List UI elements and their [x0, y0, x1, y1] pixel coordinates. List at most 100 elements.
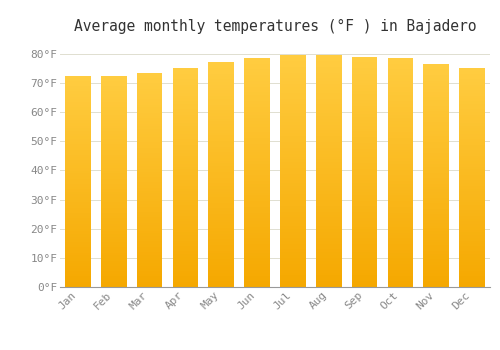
Bar — [208, 141, 234, 144]
Bar — [352, 238, 378, 241]
Bar — [172, 79, 199, 82]
Bar — [424, 142, 449, 145]
Bar — [136, 153, 162, 156]
Bar — [65, 255, 91, 258]
Bar — [459, 219, 485, 222]
Bar — [459, 257, 485, 260]
Bar — [101, 226, 126, 229]
Bar — [388, 275, 413, 278]
Bar — [424, 94, 449, 97]
Bar — [424, 251, 449, 253]
Bar — [172, 210, 199, 213]
Bar — [316, 125, 342, 128]
Bar — [65, 242, 91, 245]
Bar — [136, 161, 162, 164]
Bar — [208, 251, 234, 253]
Bar — [424, 100, 449, 103]
Bar — [280, 244, 306, 246]
Bar — [101, 123, 126, 126]
Bar — [280, 110, 306, 113]
Bar — [244, 244, 270, 247]
Bar — [101, 83, 126, 86]
Bar — [136, 244, 162, 247]
Bar — [316, 168, 342, 171]
Bar — [244, 141, 270, 144]
Bar — [65, 279, 91, 282]
Bar — [208, 169, 234, 172]
Bar — [244, 278, 270, 281]
Bar — [172, 235, 199, 238]
Bar — [316, 267, 342, 270]
Bar — [136, 148, 162, 150]
Bar — [316, 67, 342, 70]
Bar — [388, 150, 413, 153]
Bar — [424, 66, 449, 69]
Bar — [244, 135, 270, 138]
Bar — [101, 255, 126, 258]
Bar — [388, 90, 413, 92]
Bar — [280, 136, 306, 139]
Bar — [424, 187, 449, 189]
Bar — [280, 87, 306, 90]
Bar — [459, 68, 485, 71]
Bar — [388, 221, 413, 224]
Bar — [244, 175, 270, 178]
Bar — [172, 194, 199, 197]
Bar — [101, 78, 126, 81]
Bar — [388, 118, 413, 121]
Bar — [65, 260, 91, 263]
Bar — [208, 99, 234, 102]
Bar — [352, 126, 378, 128]
Bar — [316, 244, 342, 246]
Bar — [352, 166, 378, 169]
Bar — [208, 91, 234, 93]
Bar — [459, 186, 485, 189]
Bar — [172, 208, 199, 210]
Bar — [65, 160, 91, 163]
Bar — [244, 58, 270, 61]
Bar — [424, 240, 449, 242]
Bar — [172, 240, 199, 243]
Bar — [244, 204, 270, 207]
Bar — [101, 139, 126, 142]
Bar — [208, 82, 234, 85]
Bar — [244, 161, 270, 164]
Bar — [459, 101, 485, 104]
Bar — [316, 102, 342, 104]
Bar — [388, 58, 413, 61]
Bar — [65, 107, 91, 110]
Bar — [208, 189, 234, 191]
Bar — [280, 249, 306, 252]
Bar — [316, 223, 342, 226]
Bar — [424, 242, 449, 245]
Bar — [388, 107, 413, 110]
Bar — [352, 261, 378, 264]
Bar — [316, 174, 342, 177]
Bar — [352, 137, 378, 140]
Bar — [101, 213, 126, 216]
Bar — [101, 178, 126, 181]
Bar — [136, 164, 162, 166]
Bar — [172, 93, 199, 96]
Bar — [352, 181, 378, 183]
Bar — [459, 284, 485, 287]
Bar — [244, 110, 270, 112]
Bar — [101, 134, 126, 136]
Bar — [172, 106, 199, 109]
Bar — [136, 188, 162, 190]
Bar — [352, 140, 378, 143]
Bar — [65, 258, 91, 260]
Bar — [459, 262, 485, 265]
Bar — [65, 192, 91, 195]
Bar — [208, 186, 234, 189]
Bar — [136, 102, 162, 105]
Bar — [208, 175, 234, 177]
Bar — [424, 259, 449, 262]
Bar — [244, 132, 270, 135]
Bar — [136, 266, 162, 268]
Bar — [101, 147, 126, 149]
Bar — [280, 217, 306, 220]
Bar — [280, 78, 306, 81]
Bar — [424, 170, 449, 173]
Bar — [424, 234, 449, 237]
